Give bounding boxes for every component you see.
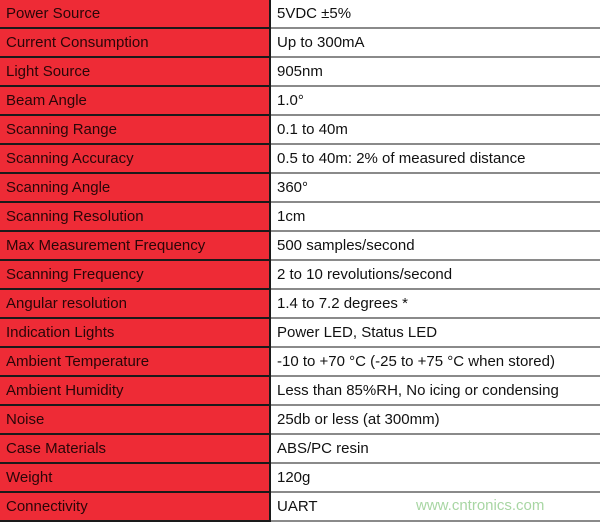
spec-label: Light Source — [0, 57, 271, 87]
spec-label: Scanning Range — [0, 115, 271, 145]
spec-value: ABS/PC resin — [270, 434, 600, 464]
spec-label: Ambient Temperature — [0, 347, 271, 377]
spec-label: Scanning Resolution — [0, 202, 271, 232]
spec-row: Scanning Accuracy 0.5 to 40m: 2% of measu… — [0, 144, 600, 174]
spec-row: Noise 25db or less (at 300mm) — [0, 405, 600, 435]
spec-value: 905nm — [270, 57, 600, 87]
spec-label: Scanning Angle — [0, 173, 271, 203]
spec-value: Less than 85%RH, No icing or condensing — [270, 376, 600, 406]
spec-value: 120g — [270, 463, 600, 493]
spec-label: Weight — [0, 463, 271, 493]
spec-value: 360° — [270, 173, 600, 203]
spec-label: Noise — [0, 405, 271, 435]
spec-value: 1cm — [270, 202, 600, 232]
spec-value: 25db or less (at 300mm) — [270, 405, 600, 435]
spec-row: Beam Angle 1.0° — [0, 86, 600, 116]
spec-row: Max Measurement Frequency 500 samples/sec… — [0, 231, 600, 261]
spec-row: Indication Lights Power LED, Status LED — [0, 318, 600, 348]
spec-value: UART — [270, 492, 600, 522]
spec-row: Connectivity UART — [0, 492, 600, 522]
spec-row: Ambient Temperature -10 to +70 °C (-25 to… — [0, 347, 600, 377]
spec-row: Scanning Resolution 1cm — [0, 202, 600, 232]
spec-row: Light Source 905nm — [0, 57, 600, 87]
spec-label: Angular resolution — [0, 289, 271, 319]
spec-value: 2 to 10 revolutions/second — [270, 260, 600, 290]
spec-value: Up to 300mA — [270, 28, 600, 58]
spec-label: Max Measurement Frequency — [0, 231, 271, 261]
spec-row: Angular resolution 1.4 to 7.2 degrees * — [0, 289, 600, 319]
spec-row: Scanning Angle 360° — [0, 173, 600, 203]
spec-row: Scanning Range 0.1 to 40m — [0, 115, 600, 145]
spec-row: Weight 120g — [0, 463, 600, 493]
spec-value: 1.0° — [270, 86, 600, 116]
spec-value: 0.1 to 40m — [270, 115, 600, 145]
spec-row: Ambient Humidity Less than 85%RH, No icin… — [0, 376, 600, 406]
spec-value: 5VDC ±5% — [270, 0, 600, 29]
spec-value: 1.4 to 7.2 degrees * — [270, 289, 600, 319]
spec-row: Case Materials ABS/PC resin — [0, 434, 600, 464]
spec-row: Current Consumption Up to 300mA — [0, 28, 600, 58]
spec-label: Current Consumption — [0, 28, 271, 58]
spec-label: Scanning Accuracy — [0, 144, 271, 174]
spec-label: Beam Angle — [0, 86, 271, 116]
spec-value: Power LED, Status LED — [270, 318, 600, 348]
spec-label: Indication Lights — [0, 318, 271, 348]
watermark: www.cntronics.com — [416, 497, 545, 514]
spec-label: Connectivity — [0, 492, 271, 522]
spec-value: 500 samples/second — [270, 231, 600, 261]
spec-label: Case Materials — [0, 434, 271, 464]
spec-label: Scanning Frequency — [0, 260, 271, 290]
spec-row: Scanning Frequency 2 to 10 revolutions/se… — [0, 260, 600, 290]
spec-label: Ambient Humidity — [0, 376, 271, 406]
spec-value: -10 to +70 °C (-25 to +75 °C when stored… — [270, 347, 600, 377]
spec-value: 0.5 to 40m: 2% of measured distance — [270, 144, 600, 174]
spec-label: Power Source — [0, 0, 271, 29]
spec-row: Power Source 5VDC ±5% — [0, 0, 600, 29]
